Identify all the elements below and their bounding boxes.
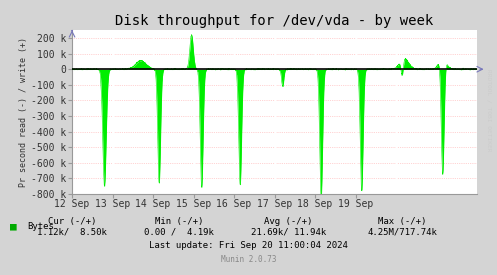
Title: Disk throughput for /dev/vda - by week: Disk throughput for /dev/vda - by week [115, 14, 434, 28]
Text: Last update: Fri Sep 20 11:00:04 2024: Last update: Fri Sep 20 11:00:04 2024 [149, 241, 348, 250]
Text: Min (-/+): Min (-/+) [155, 217, 203, 226]
Text: Avg (-/+): Avg (-/+) [264, 217, 313, 226]
Text: Munin 2.0.73: Munin 2.0.73 [221, 255, 276, 263]
Text: 4.25M/717.74k: 4.25M/717.74k [368, 228, 437, 237]
Text: ■: ■ [10, 222, 17, 232]
Text: 0.00 /  4.19k: 0.00 / 4.19k [144, 228, 214, 237]
Text: 1.12k/  8.50k: 1.12k/ 8.50k [37, 228, 107, 237]
Text: Bytes: Bytes [27, 222, 54, 231]
Text: Max (-/+): Max (-/+) [378, 217, 427, 226]
Text: Cur (-/+): Cur (-/+) [48, 217, 96, 226]
Y-axis label: Pr second read (-) / write (+): Pr second read (-) / write (+) [19, 37, 28, 187]
Text: 21.69k/ 11.94k: 21.69k/ 11.94k [250, 228, 326, 237]
Text: RRDTOOL / TOBI OETIKER: RRDTOOL / TOBI OETIKER [487, 69, 492, 151]
